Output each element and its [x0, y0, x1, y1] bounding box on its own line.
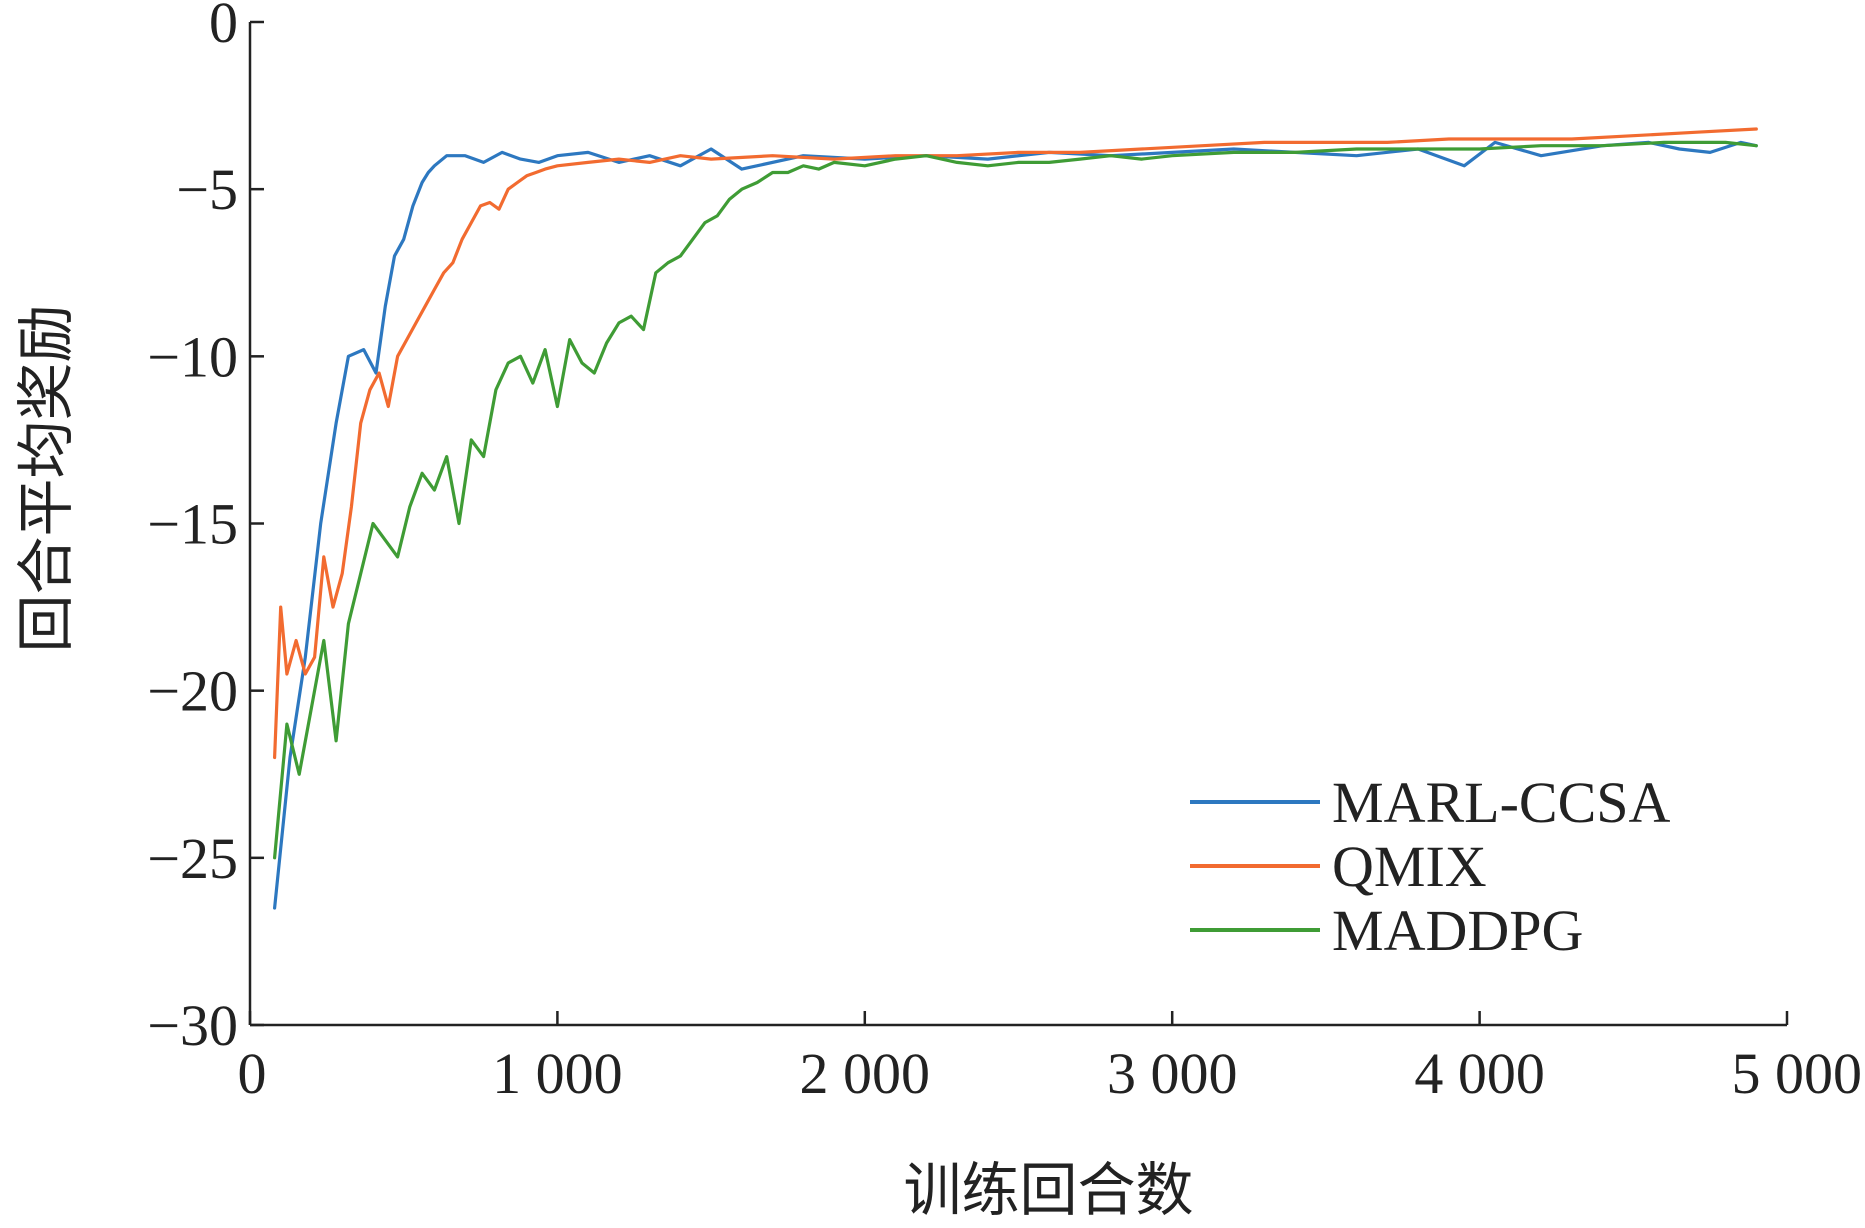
y-tick-label: −10	[147, 324, 238, 389]
series-line-qmix	[273, 127, 1758, 760]
series-lines	[273, 127, 1758, 910]
legend-entry-label: QMIX	[1332, 834, 1487, 899]
y-tick-label: −25	[147, 826, 238, 891]
y-tick-label: 0	[209, 0, 238, 55]
y-tick-label: −30	[147, 993, 238, 1058]
series-line-marl-ccsa	[273, 140, 1758, 910]
x-tick-label: 0	[238, 1041, 267, 1106]
legend-entry-label: MARL-CCSA	[1332, 770, 1671, 835]
y-tick-label: −15	[147, 492, 238, 557]
x-tick-label: 5 000	[1732, 1041, 1863, 1106]
axes: −30 −25 −20 −15 −10 −5 0 0 1 000 2 000 3 000 4 000 5…	[147, 0, 1862, 1106]
x-tick-label: 1 000	[492, 1041, 623, 1106]
x-tick-label: 2 000	[800, 1041, 931, 1106]
x-tick-label: 4 000	[1414, 1041, 1545, 1106]
y-tick-label: −20	[147, 659, 238, 724]
x-tick-label: 3 000	[1107, 1041, 1238, 1106]
x-axis-label: 训练回合数	[903, 1156, 1193, 1224]
legend-entry-label: MADDPG	[1332, 898, 1583, 963]
y-tick-label: −5	[176, 157, 238, 222]
series-line-maddpg	[273, 140, 1758, 860]
y-axis-label: 回合平均奖励	[12, 304, 80, 652]
